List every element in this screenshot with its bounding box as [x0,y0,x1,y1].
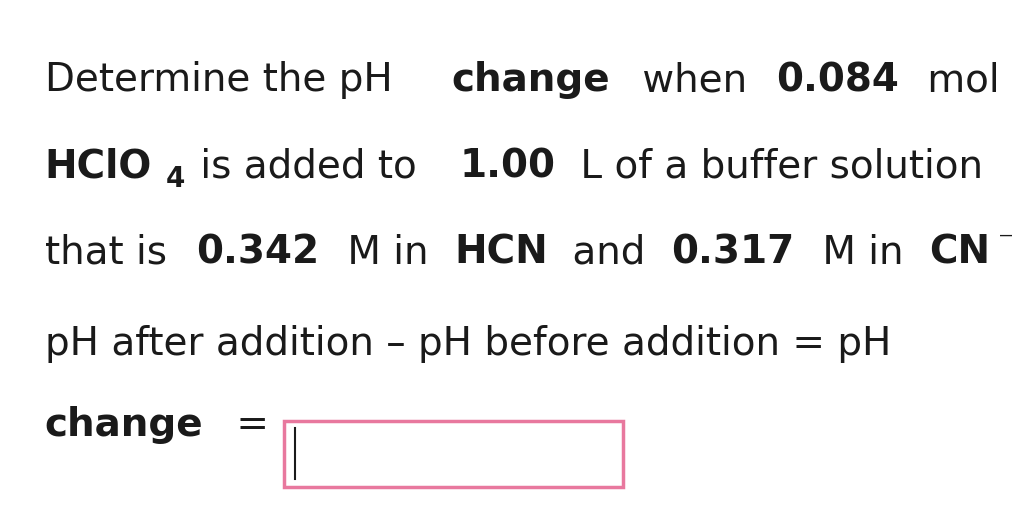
Text: Determine the pH: Determine the pH [45,61,405,99]
Text: CN: CN [928,234,989,272]
Text: L of a buffer solution: L of a buffer solution [568,148,982,186]
Text: change: change [450,61,609,99]
FancyBboxPatch shape [283,421,623,487]
Text: 1.00: 1.00 [460,148,555,186]
Text: pH after addition – pH before addition = pH: pH after addition – pH before addition =… [45,325,891,363]
Text: M in: M in [335,234,440,272]
Text: change: change [45,406,203,444]
Text: .: . [1015,234,1019,272]
Text: ⁻: ⁻ [998,228,1013,257]
Text: HClO: HClO [45,148,152,186]
Text: M in: M in [809,234,915,272]
Text: =: = [223,406,280,444]
Text: that is: that is [45,234,178,272]
Text: when: when [630,61,759,99]
Text: 0.342: 0.342 [196,234,319,272]
Text: 0.317: 0.317 [671,234,793,272]
Text: HCN: HCN [454,234,548,272]
Text: 4: 4 [166,165,185,193]
Text: is added to: is added to [187,148,428,186]
Text: and: and [559,234,657,272]
Text: mol: mol [914,61,999,99]
Text: 0.084: 0.084 [775,61,898,99]
